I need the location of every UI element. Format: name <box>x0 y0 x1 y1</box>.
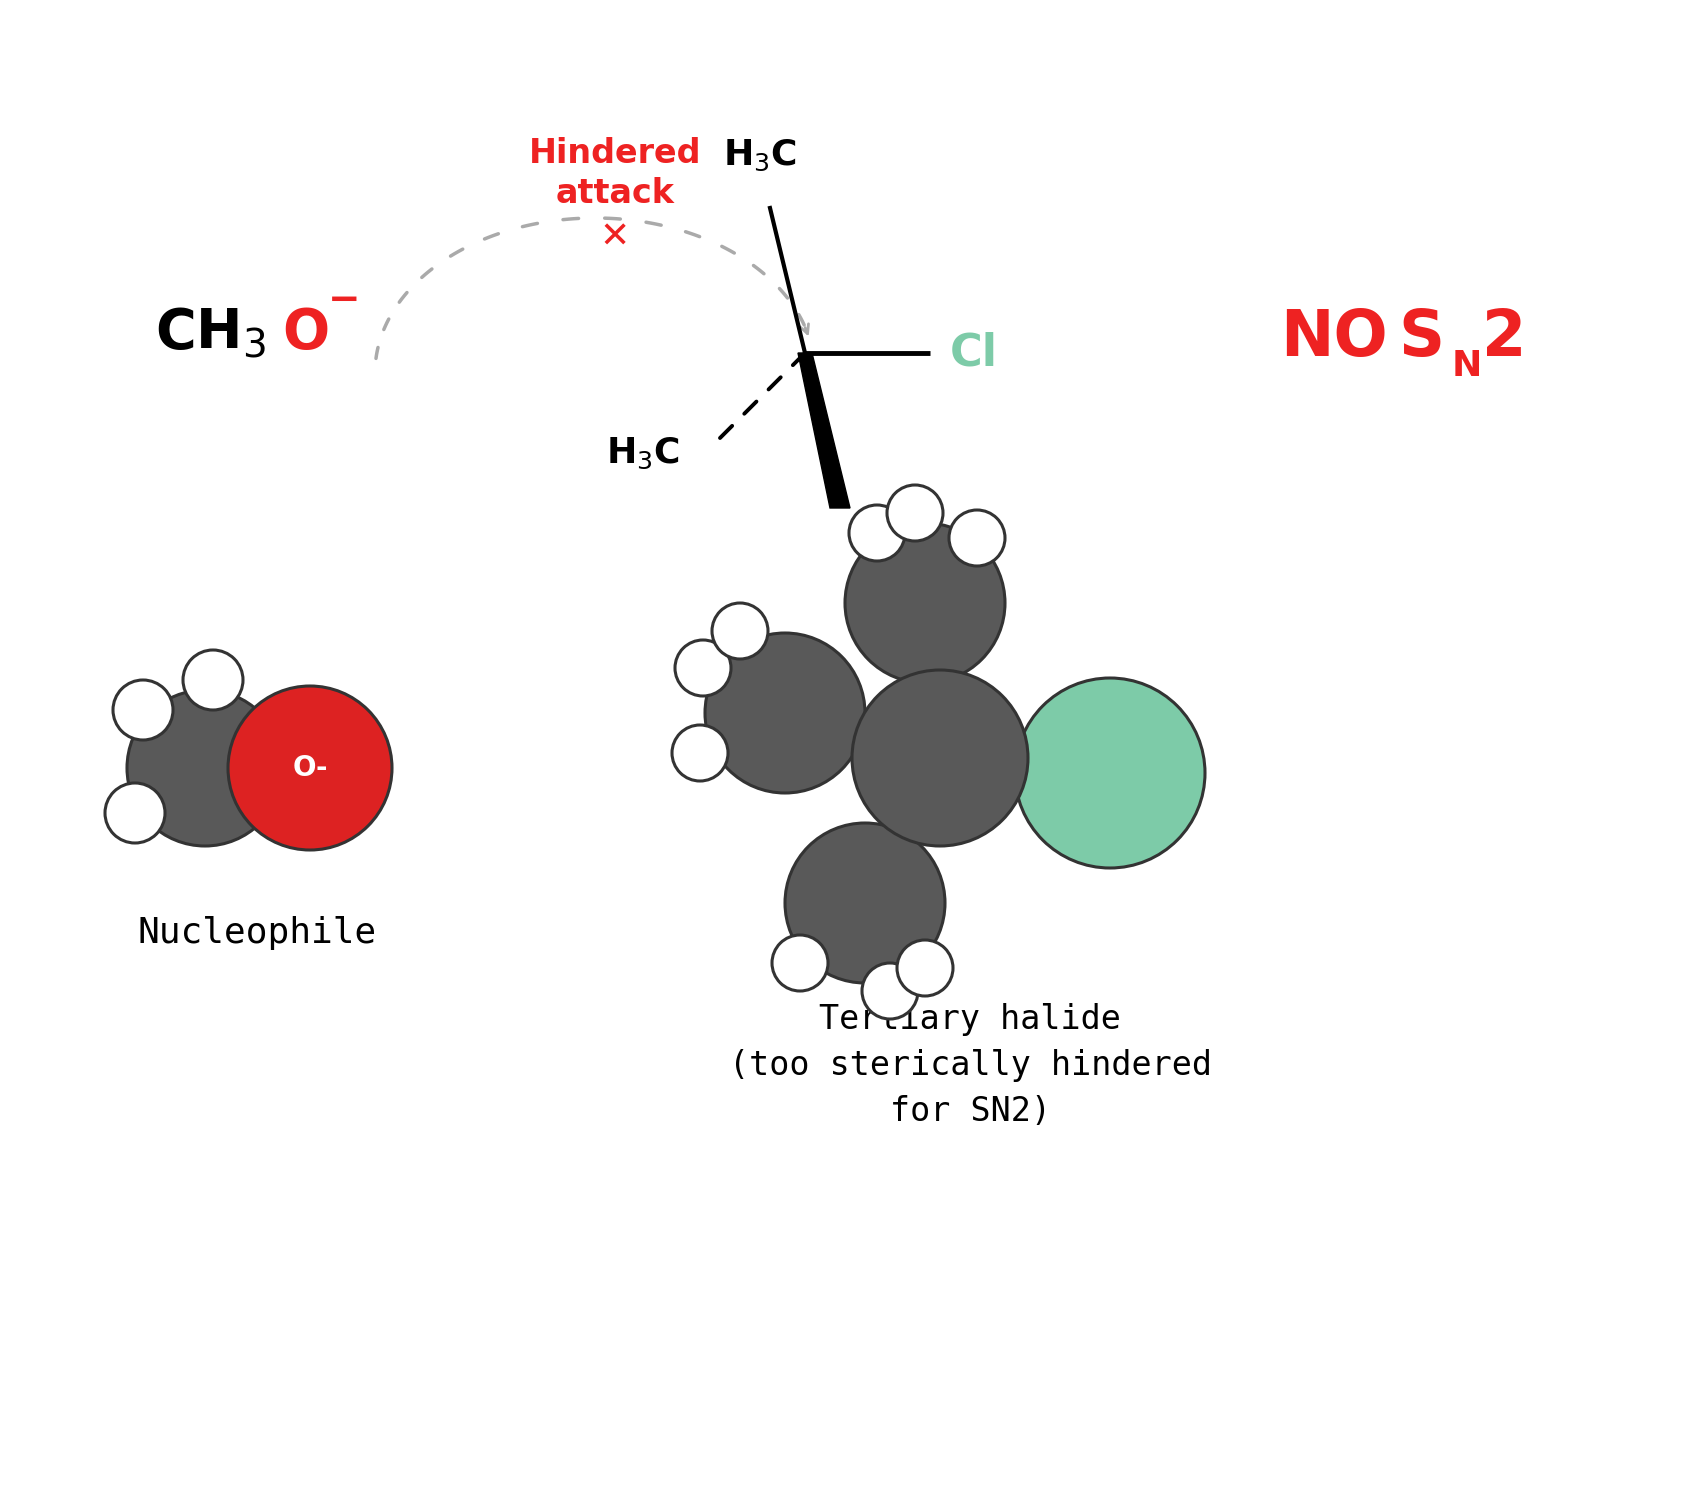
Text: O: O <box>281 307 329 360</box>
Circle shape <box>1015 679 1204 868</box>
Circle shape <box>113 680 173 740</box>
Text: H$_3$C: H$_3$C <box>723 138 796 173</box>
Text: CH$_3$: CH$_3$ <box>861 521 933 555</box>
Circle shape <box>845 522 1005 683</box>
Text: H$_3$C: H$_3$C <box>606 436 679 470</box>
Circle shape <box>898 940 954 995</box>
Text: N: N <box>1452 350 1482 382</box>
Circle shape <box>772 934 828 991</box>
Circle shape <box>674 640 732 696</box>
Text: S: S <box>1398 307 1443 369</box>
Text: CH$_3$: CH$_3$ <box>154 307 266 360</box>
Text: ✕: ✕ <box>600 222 630 254</box>
Circle shape <box>888 485 944 542</box>
Text: Cl: Cl <box>950 332 998 375</box>
Circle shape <box>711 603 767 659</box>
Circle shape <box>105 783 164 844</box>
Circle shape <box>229 686 391 850</box>
Text: −: − <box>329 281 361 318</box>
Circle shape <box>852 670 1028 847</box>
Text: attack: attack <box>556 177 674 210</box>
Circle shape <box>183 650 242 710</box>
Circle shape <box>949 510 1005 565</box>
Text: Hindered: Hindered <box>529 137 701 170</box>
Circle shape <box>673 725 728 781</box>
Text: NO: NO <box>1281 307 1387 369</box>
Circle shape <box>127 690 283 847</box>
Text: Nucleophile: Nucleophile <box>137 917 376 949</box>
Circle shape <box>705 632 866 793</box>
Text: O-: O- <box>293 754 327 783</box>
Circle shape <box>862 963 918 1019</box>
Text: Tertiary halide
(too sterically hindered
for SN2): Tertiary halide (too sterically hindered… <box>728 1003 1211 1128</box>
Polygon shape <box>798 353 850 507</box>
Circle shape <box>784 823 945 984</box>
Circle shape <box>849 504 905 561</box>
Text: 2: 2 <box>1482 307 1526 369</box>
